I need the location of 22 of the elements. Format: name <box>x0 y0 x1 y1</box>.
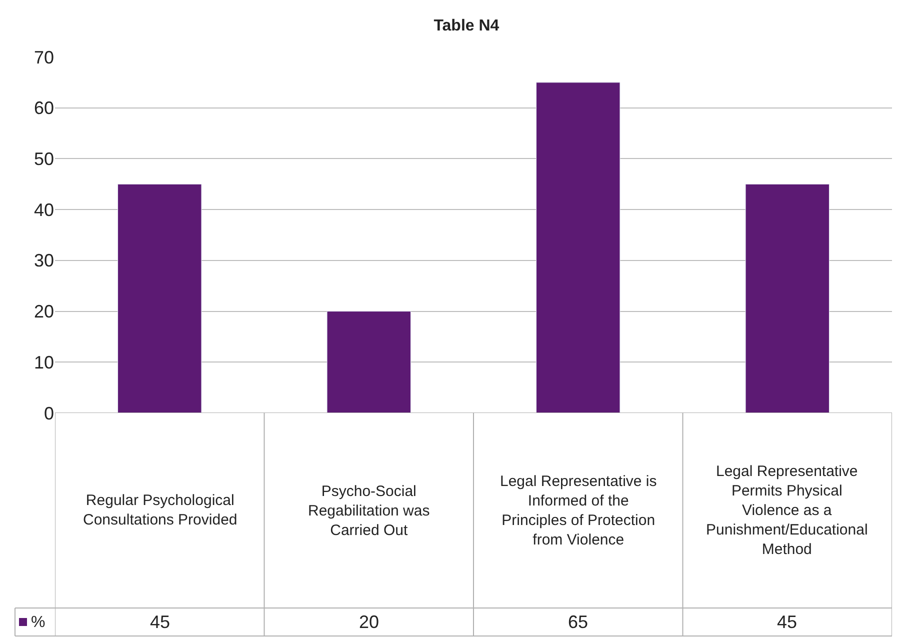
y-tick-label: 30 <box>34 250 54 271</box>
x-tick-label: Psycho-Social Regabilitation was Carried Out <box>308 483 430 539</box>
x-tick-label: Legal Representative Permits Physical Violence as a Punishment/Educational Method <box>706 463 868 558</box>
chart-title: Table N4 <box>434 18 500 35</box>
y-tick-label: 70 <box>34 47 54 68</box>
data-label: 20 <box>359 612 380 632</box>
bar <box>745 184 830 413</box>
legend-label: % <box>31 614 46 631</box>
data-label: 65 <box>568 612 588 632</box>
y-tick-label: 10 <box>34 352 54 372</box>
bar <box>536 82 620 413</box>
y-tick-label: 40 <box>34 200 54 220</box>
data-label: 45 <box>777 612 798 632</box>
x-tick-label: Legal Representative is Informed of the Principles of Protection from Violence <box>500 473 657 548</box>
bar <box>118 184 202 413</box>
data-label: 45 <box>150 612 170 632</box>
x-tick-label: Regular Psychological Consultations Provided <box>83 492 238 528</box>
y-tick-label: 0 <box>44 403 54 424</box>
y-tick-label: 50 <box>34 149 54 170</box>
bar <box>326 311 411 413</box>
y-tick-label: 20 <box>34 302 54 322</box>
y-tick-label: 60 <box>34 98 54 118</box>
